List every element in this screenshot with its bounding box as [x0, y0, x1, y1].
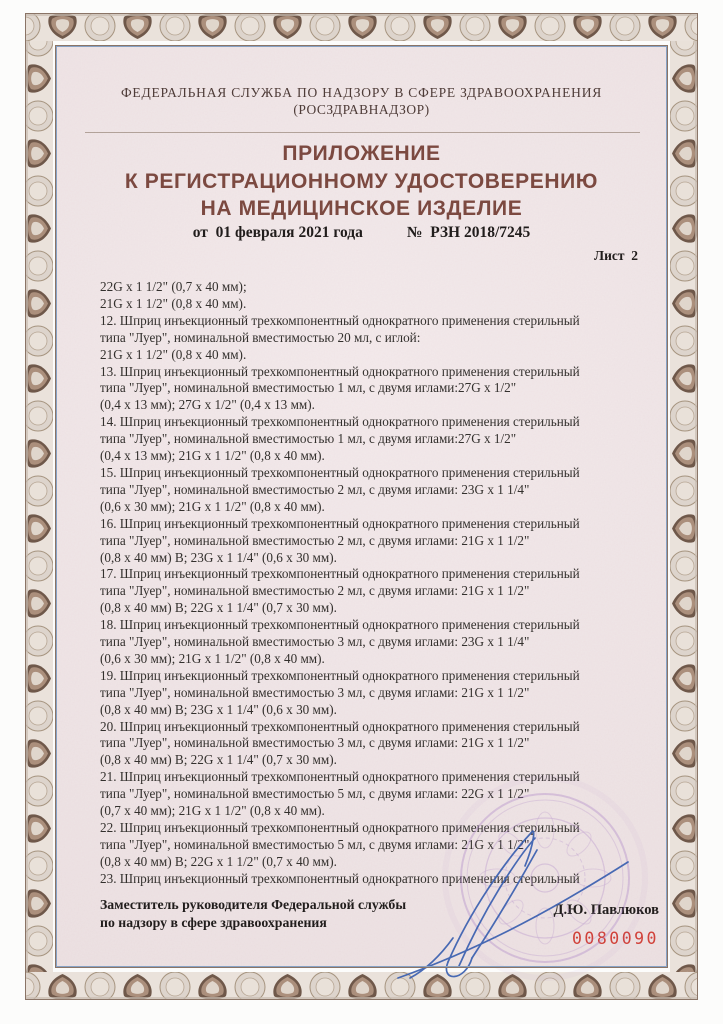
- body-line: типа "Луер", номинальной вместимостью 2 …: [100, 532, 530, 548]
- body-line: типа "Луер", номинальной вместимостью 3 …: [100, 735, 530, 751]
- form-number: 0080090: [571, 929, 659, 948]
- body-line: типа "Луер", номинальной вместимостью 3 …: [100, 634, 530, 650]
- body-line: типа "Луер", номинальной вместимостью 1 …: [100, 431, 517, 447]
- body-line: 14. Шприц инъекционный трехкомпонентный …: [100, 414, 580, 430]
- body-text: 22G x 1 1/2" (0,7 x 40 мм); 21G x 1 1/2" …: [100, 279, 628, 888]
- body-line: (0,8 x 40 мм) В; 22G x 1 1/4" (0,7 x 30 …: [100, 752, 337, 768]
- header-divider: [85, 132, 640, 133]
- signer-position: Заместитель руководителя Федеральной слу…: [100, 896, 406, 931]
- content-area: ФЕДЕРАЛЬНАЯ СЛУЖБА ПО НАДЗОРУ В СФЕРЕ ЗД…: [57, 47, 666, 966]
- doc-title-line-3: НА МЕДИЦИНСКОЕ ИЗДЕЛИЕ: [200, 197, 523, 220]
- body-line: 22. Шприц инъекционный трехкомпонентный …: [100, 820, 580, 835]
- signer-name: Д.Ю. Павлюков: [553, 902, 659, 918]
- body-line: 20. Шприц инъекционный трехкомпонентный …: [100, 718, 580, 734]
- registration-line: от 01 февраля 2021 года № РЗН 2018/7245: [57, 224, 666, 242]
- guilloche-border-right: [670, 41, 698, 972]
- guilloche-border-bottom: [25, 972, 698, 1000]
- sheet-number: Лист 2: [594, 248, 638, 263]
- body-line: 22G x 1 1/2" (0,7 x 40 мм);: [100, 279, 247, 294]
- doc-title-line-1: ПРИЛОЖЕНИЕ: [282, 142, 441, 165]
- body-line: 19. Шприц инъекционный трехкомпонентный …: [100, 667, 580, 683]
- body-line: типа "Луер", номинальной вместимостью 20…: [100, 329, 421, 345]
- signer-position-line-2: по надзору в сфере здравоохранения: [100, 914, 327, 930]
- agency-abbreviation: (РОСЗДРАВНАДЗОР): [293, 102, 430, 117]
- body-line: 23. Шприц инъекционный трехкомпонентный …: [100, 870, 580, 886]
- doc-title-line-2: К РЕГИСТРАЦИОННОМУ УДОСТОВЕРЕНИЮ: [124, 170, 599, 193]
- body-line: (0,4 x 13 мм); 21G x 1 1/2" (0,8 x 40 мм…: [100, 448, 325, 464]
- body-line: 16. Шприц инъекционный трехкомпонентный …: [100, 515, 580, 531]
- body-line: 12. Шприц инъекционный трехкомпонентный …: [100, 312, 580, 328]
- body-line: типа "Луер", номинальной вместимостью 2 …: [100, 583, 530, 599]
- body-line: 21G x 1 1/2" (0,8 x 40 мм).: [100, 295, 247, 311]
- body-line: типа "Луер", номинальной вместимостью 5 …: [100, 786, 530, 802]
- body-line: (0,8 x 40 мм) В; 23G x 1 1/4" (0,6 x 30 …: [100, 701, 337, 717]
- guilloche-border-left: [25, 41, 53, 972]
- body-line: 18. Шприц инъекционный трехкомпонентный …: [100, 617, 580, 633]
- body-line: 17. Шприц инъекционный трехкомпонентный …: [100, 566, 580, 582]
- body-line: типа "Луер", номинальной вместимостью 1 …: [100, 380, 517, 396]
- body-line: 21. Шприц инъекционный трехкомпонентный …: [100, 769, 580, 785]
- signer-position-line-1: Заместитель руководителя Федеральной слу…: [100, 897, 407, 912]
- agency-name: ФЕДЕРАЛЬНАЯ СЛУЖБА ПО НАДЗОРУ В СФЕРЕ ЗД…: [120, 85, 603, 100]
- body-line: (0,8 x 40 мм) В; 23G x 1 1/4" (0,6 x 30 …: [100, 549, 337, 565]
- body-line: типа "Луер", номинальной вместимостью 3 …: [100, 684, 530, 700]
- registration-date: от 01 февраля 2021 года: [192, 224, 363, 241]
- body-line: (0,7 x 40 мм); 21G x 1 1/2" (0,8 x 40 мм…: [100, 803, 325, 819]
- body-line: типа "Луер", номинальной вместимостью 5 …: [100, 836, 530, 852]
- body-line: 15. Шприц инъекционный трехкомпонентный …: [100, 464, 580, 480]
- registration-number: № РЗН 2018/7245: [406, 224, 531, 241]
- body-line: (0,8 x 40 мм) В; 22G x 1 1/4" (0,7 x 30 …: [100, 600, 337, 616]
- body-line: (0,8 x 40 мм) В; 22G x 1 1/2" (0,7 x 40 …: [100, 853, 337, 869]
- body-line: (0,6 x 30 мм); 21G x 1 1/2" (0,8 x 40 мм…: [100, 650, 325, 666]
- body-line: (0,6 x 30 мм); 21G x 1 1/2" (0,8 x 40 мм…: [100, 498, 325, 514]
- guilloche-border-top: [25, 13, 698, 41]
- body-line: 13. Шприц инъекционный трехкомпонентный …: [100, 363, 580, 379]
- body-line: (0,4 x 13 мм); 27G x 1/2" (0,4 x 13 мм).: [100, 397, 315, 413]
- body-line: типа "Луер", номинальной вместимостью 2 …: [100, 481, 530, 497]
- body-line: 21G x 1 1/2" (0,8 x 40 мм).: [100, 346, 247, 362]
